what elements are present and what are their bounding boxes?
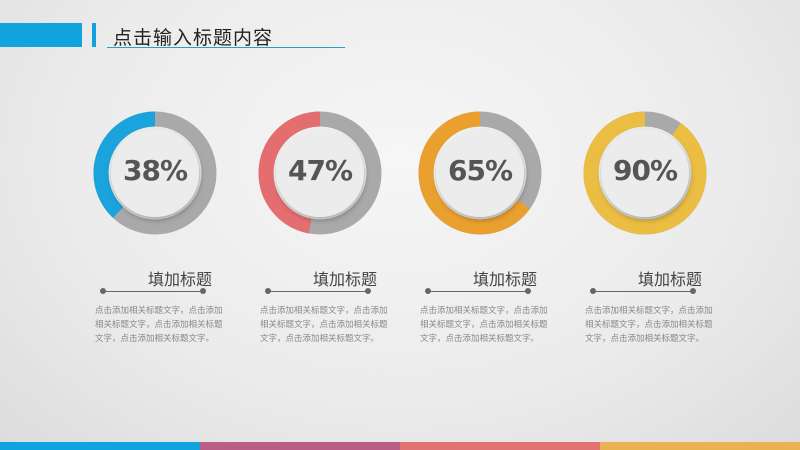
donut-progress [583,111,707,235]
footer-color-bar [0,442,200,450]
card-title: 填加标题 [472,270,537,289]
percent-label: 38% [122,154,188,187]
divider-dot [265,288,271,294]
divider-line [592,291,692,292]
header-accent-bar [0,23,82,47]
title-underline [107,47,345,48]
progress-card: 65% 填加标题 点击添加相关标题文字，点击添加相关标题文字，点击添加相关标题文… [415,110,585,370]
progress-card: 47% 填加标题 点击添加相关标题文字，点击添加相关标题文字，点击添加相关标题文… [255,110,425,370]
divider-dot [200,288,206,294]
donut-center [436,129,524,217]
donut-progress [258,111,382,235]
divider-dot [525,288,531,294]
divider-dot [100,288,106,294]
percent-label: 65% [447,154,513,187]
page-title: 点击输入标题内容 [113,27,274,49]
percent-label: 47% [287,154,353,187]
card-description: 点击添加相关标题文字，点击添加相关标题文字，点击添加相关标题文字，点击添加相关标… [260,306,388,344]
card-title: 填加标题 [637,270,702,289]
footer-color-bar [200,442,400,450]
donut-center [601,129,689,217]
divider-dot [590,288,596,294]
footer-color-bar [400,442,600,450]
card-description: 点击添加相关标题文字，点击添加相关标题文字，点击添加相关标题文字，点击添加相关标… [585,306,713,344]
donut-progress [418,111,542,235]
percent-label: 90% [612,154,678,187]
donut-progress [93,111,217,235]
divider-dot [425,288,431,294]
donut-chart [418,111,542,235]
card-title: 填加标题 [147,270,212,289]
divider-line [427,291,527,292]
divider-dot [365,288,371,294]
progress-card: 90% 填加标题 点击添加相关标题文字，点击添加相关标题文字，点击添加相关标题文… [580,110,750,370]
footer-color-bar [600,442,800,450]
progress-card: 38% 填加标题 点击添加相关标题文字，点击添加相关标题文字，点击添加相关标题文… [90,110,260,370]
header-accent-tick [92,23,96,47]
donut-center [111,129,199,217]
card-title: 填加标题 [312,270,377,289]
card-description: 点击添加相关标题文字，点击添加相关标题文字，点击添加相关标题文字，点击添加相关标… [420,306,548,344]
card-description: 点击添加相关标题文字，点击添加相关标题文字，点击添加相关标题文字，点击添加相关标… [95,306,223,344]
donut-chart [93,111,217,235]
divider-dot [690,288,696,294]
donut-center [276,129,364,217]
donut-chart [258,111,382,235]
divider-line [267,291,367,292]
divider-line [102,291,202,292]
donut-chart [583,111,707,235]
